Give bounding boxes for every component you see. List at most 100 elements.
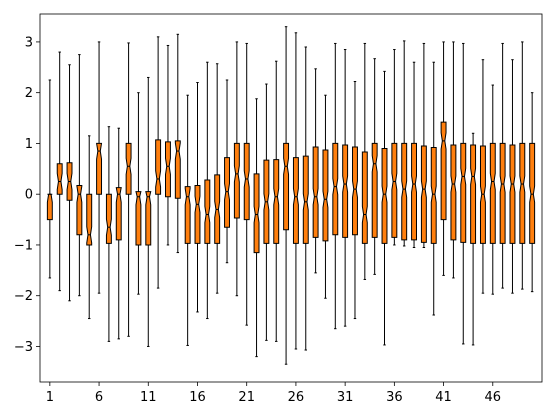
box-11 bbox=[145, 76, 152, 347]
y-tick-label: 1 bbox=[25, 137, 33, 152]
y-tick-label: −1 bbox=[14, 238, 33, 253]
box-26 bbox=[292, 32, 299, 350]
box-body bbox=[76, 185, 83, 236]
box-2 bbox=[56, 51, 63, 292]
box-31 bbox=[342, 49, 349, 327]
box-body bbox=[352, 146, 358, 236]
box-4 bbox=[76, 54, 83, 297]
plot-area-frame bbox=[39, 13, 543, 383]
box-15 bbox=[184, 94, 191, 346]
box-body bbox=[499, 142, 506, 244]
box-body bbox=[312, 146, 319, 238]
y-tick-label: 0 bbox=[25, 188, 33, 203]
box-43 bbox=[460, 42, 467, 345]
box-body bbox=[322, 149, 329, 242]
box-body bbox=[155, 139, 162, 195]
y-tick-label: −3 bbox=[14, 340, 33, 355]
box-body bbox=[46, 193, 53, 221]
x-tick-label: 36 bbox=[386, 390, 403, 405]
box-8 bbox=[115, 127, 122, 340]
box-body bbox=[361, 151, 368, 244]
box-30 bbox=[332, 42, 339, 330]
box-36 bbox=[391, 49, 398, 246]
box-22 bbox=[253, 98, 260, 358]
box-body bbox=[450, 144, 457, 241]
boxes-layer bbox=[46, 26, 536, 365]
box-body bbox=[529, 142, 536, 244]
box-16 bbox=[194, 82, 201, 313]
box-body bbox=[411, 142, 417, 241]
box-28 bbox=[312, 68, 319, 274]
box-42 bbox=[450, 41, 457, 279]
x-tick-label: 31 bbox=[337, 390, 354, 405]
box-body bbox=[470, 144, 477, 244]
box-body bbox=[292, 157, 299, 244]
box-body bbox=[440, 121, 447, 221]
box-12 bbox=[155, 36, 162, 289]
box-body bbox=[430, 147, 437, 244]
box-body bbox=[332, 142, 339, 236]
box-46 bbox=[489, 84, 496, 295]
box-body bbox=[479, 145, 486, 244]
box-21 bbox=[243, 42, 250, 326]
box-body bbox=[283, 142, 290, 231]
box-39 bbox=[420, 42, 427, 248]
box-body bbox=[145, 191, 152, 246]
box-body bbox=[420, 145, 427, 243]
box-body bbox=[125, 142, 132, 195]
y-tick-label: 3 bbox=[25, 35, 33, 50]
x-tick-label: 46 bbox=[485, 390, 502, 405]
box-24 bbox=[273, 60, 280, 342]
box-body bbox=[381, 148, 388, 244]
box-44 bbox=[470, 132, 477, 346]
box-7 bbox=[105, 126, 112, 342]
box-41 bbox=[440, 41, 447, 276]
box-40 bbox=[430, 61, 437, 316]
box-body bbox=[371, 142, 378, 238]
box-5 bbox=[86, 135, 93, 320]
box-9 bbox=[125, 42, 132, 337]
box-body bbox=[184, 186, 191, 244]
x-tick-label: 21 bbox=[238, 390, 255, 405]
box-17 bbox=[204, 61, 211, 320]
box-45 bbox=[479, 59, 486, 294]
y-tick-label: −2 bbox=[14, 289, 33, 304]
box-29 bbox=[322, 94, 329, 299]
box-body bbox=[174, 140, 181, 199]
box-10 bbox=[135, 92, 142, 295]
box-body bbox=[519, 142, 526, 244]
x-tick-label: 16 bbox=[189, 390, 206, 405]
box-38 bbox=[411, 61, 417, 248]
box-body bbox=[96, 142, 103, 195]
box-3 bbox=[66, 64, 73, 302]
box-body bbox=[204, 179, 211, 244]
x-tick-label: 6 bbox=[95, 390, 103, 405]
box-20 bbox=[233, 41, 240, 297]
box-body bbox=[86, 193, 93, 246]
box-body bbox=[233, 142, 240, 219]
box-35 bbox=[381, 70, 388, 346]
box-body bbox=[391, 142, 398, 238]
x-axis-ticks: 1 6 11 16 21 26 31 36 41 46 bbox=[46, 382, 501, 405]
box-body bbox=[56, 163, 63, 195]
box-body bbox=[165, 141, 171, 198]
box-25 bbox=[283, 26, 290, 365]
box-body bbox=[224, 157, 230, 228]
box-18 bbox=[214, 63, 221, 294]
x-tick-label: 41 bbox=[435, 390, 452, 405]
box-27 bbox=[302, 46, 309, 351]
box-14 bbox=[174, 33, 181, 254]
y-axis-ticks: −3 −2 −1 0 1 2 3 bbox=[14, 35, 40, 355]
box-1 bbox=[46, 79, 53, 279]
box-body bbox=[105, 193, 112, 244]
box-23 bbox=[263, 83, 270, 341]
x-tick-label: 11 bbox=[140, 390, 157, 405]
box-37 bbox=[401, 40, 408, 247]
box-6 bbox=[96, 41, 103, 294]
box-body bbox=[135, 191, 142, 246]
box-body bbox=[253, 173, 260, 254]
box-13 bbox=[165, 44, 171, 246]
y-tick-label: 2 bbox=[25, 86, 33, 101]
box-48 bbox=[509, 59, 516, 294]
